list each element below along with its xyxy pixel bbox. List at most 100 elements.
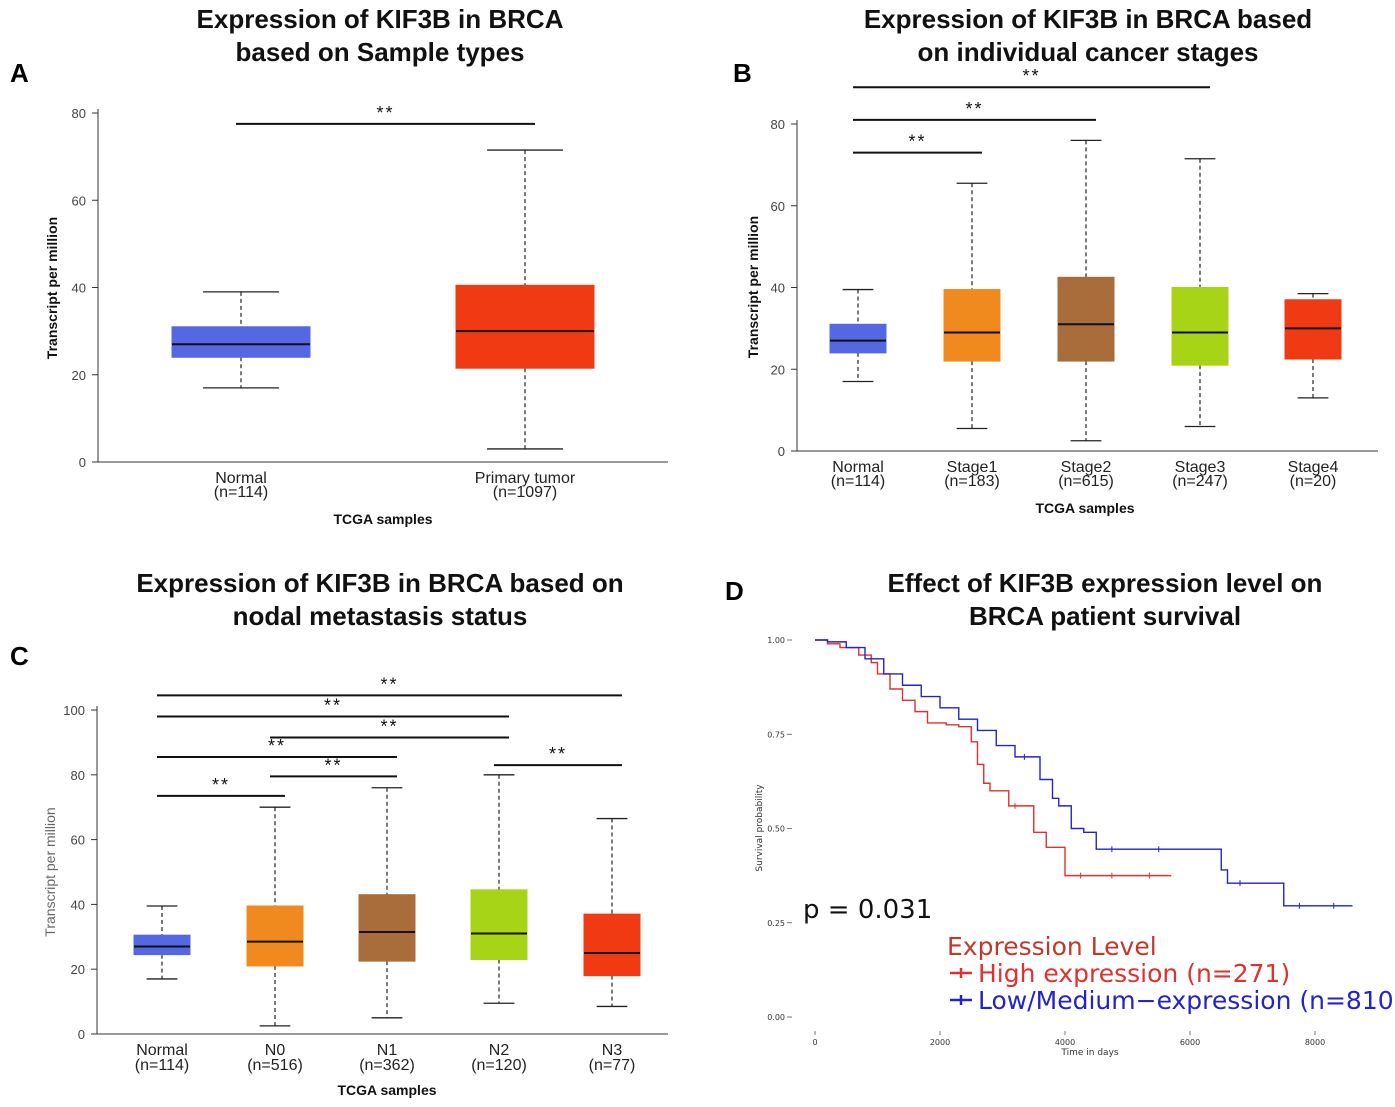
category-n-label: (n=20) — [1290, 473, 1337, 490]
panel-label: C — [10, 641, 29, 671]
y-tick-label: 80 — [72, 106, 86, 121]
significance-stars: ** — [380, 717, 398, 737]
y-tick-label: 1.00 — [767, 636, 785, 645]
y-axis-label: Survival probability — [755, 784, 765, 872]
category-label: Stage3 — [1175, 459, 1226, 476]
category-n-label: (n=516) — [247, 1057, 303, 1074]
box-normal — [133, 934, 191, 956]
box-stage1 — [943, 289, 1001, 362]
x-tick-label: 8000 — [1305, 1038, 1325, 1047]
y-tick-label: 60 — [72, 193, 86, 208]
significance-stars: ** — [1022, 66, 1040, 86]
category-label: N3 — [602, 1042, 623, 1059]
category-label: Stage4 — [1288, 459, 1339, 476]
significance-stars: ** — [965, 99, 983, 119]
y-tick-label: 0.75 — [767, 730, 785, 739]
y-tick-label: 60 — [771, 199, 785, 214]
significance-stars: ** — [549, 744, 567, 764]
legend-item: Low/Medium−expression (n=810) — [978, 986, 1395, 1015]
x-tick-label: 6000 — [1180, 1038, 1200, 1047]
y-tick-label: 40 — [71, 897, 85, 912]
y-tick-label: 80 — [71, 768, 85, 783]
category-n-label: (n=247) — [1172, 473, 1228, 490]
category-label: N0 — [265, 1042, 286, 1059]
chart-title-line: nodal metastasis status — [233, 601, 528, 631]
category-n-label: (n=77) — [589, 1057, 636, 1074]
y-tick-label: 100 — [63, 703, 85, 718]
legend-item: High expression (n=271) — [978, 959, 1290, 988]
y-tick-label: 0 — [778, 444, 785, 459]
chart-title-line: Expression of KIF3B in BRCA based on — [136, 568, 623, 598]
category-n-label: (n=114) — [135, 1057, 189, 1074]
legend-title: Expression Level — [947, 932, 1157, 961]
chart-title-line: Expression of KIF3B in BRCA — [197, 4, 564, 34]
category-label: Stage2 — [1061, 459, 1112, 476]
y-tick-label: 40 — [771, 281, 785, 296]
survival-curve-high — [815, 639, 1172, 877]
y-tick-label: 0.50 — [767, 825, 785, 834]
panel-label: D — [725, 576, 744, 606]
box-n0 — [246, 905, 304, 967]
category-n-label: (n=615) — [1058, 473, 1114, 490]
x-axis-label: TCGA samples — [1035, 500, 1134, 516]
category-n-label: (n=183) — [944, 473, 1000, 490]
y-tick-label: 20 — [71, 962, 85, 977]
survival-curve-low-medium — [815, 639, 1353, 907]
chart-title-line: Expression of KIF3B in BRCA based — [864, 4, 1312, 34]
category-label: N2 — [489, 1042, 510, 1059]
category-n-label: (n=1097) — [493, 484, 558, 501]
x-axis-label: TCGA samples — [333, 511, 432, 527]
significance-stars: ** — [268, 736, 286, 756]
chart-title-line: based on Sample types — [236, 37, 525, 67]
category-label: Normal — [832, 459, 884, 476]
y-tick-label: 40 — [72, 281, 86, 296]
x-tick-label: 4000 — [1055, 1038, 1075, 1047]
y-tick-label: 60 — [71, 833, 85, 848]
y-tick-label: 80 — [771, 117, 785, 132]
panel-label: B — [733, 58, 752, 88]
box-stage3 — [1171, 287, 1229, 366]
significance-stars: ** — [380, 674, 398, 694]
box-stage4 — [1284, 299, 1342, 360]
p-value: p = 0.031 — [803, 895, 932, 925]
y-tick-label: 20 — [72, 368, 86, 383]
x-tick-label: 0 — [812, 1038, 817, 1047]
y-axis-label: Transcript per million — [44, 217, 60, 359]
category-label: Stage1 — [947, 459, 998, 476]
box-n3 — [583, 913, 641, 977]
significance-stars: ** — [324, 695, 342, 715]
chart-title-line: BRCA patient survival — [969, 601, 1241, 631]
significance-stars: ** — [908, 132, 926, 152]
chart-title-line: on individual cancer stages — [918, 37, 1259, 67]
chart-title-line: Effect of KIF3B expression level on — [888, 568, 1323, 598]
category-label: Primary tumor — [475, 470, 576, 487]
x-axis-label: Time in days — [1060, 1048, 1119, 1058]
y-axis-label: Transcript per million — [42, 807, 58, 936]
x-axis-label: TCGA samples — [337, 1082, 436, 1098]
box-n1 — [358, 894, 416, 962]
y-tick-label: 0 — [78, 1027, 85, 1042]
significance-stars: ** — [376, 103, 394, 123]
panel-label: A — [10, 58, 29, 88]
y-tick-label: 0.25 — [767, 919, 785, 928]
box-primary-tumor — [455, 284, 595, 369]
significance-stars: ** — [212, 775, 230, 795]
significance-stars: ** — [324, 755, 342, 775]
y-tick-label: 0.00 — [767, 1013, 785, 1022]
box-stage2 — [1057, 276, 1115, 362]
category-n-label: (n=114) — [214, 484, 268, 501]
x-tick-label: 2000 — [930, 1038, 950, 1047]
box-normal — [171, 326, 311, 358]
category-label: Normal — [136, 1042, 188, 1059]
y-tick-label: 20 — [771, 362, 785, 377]
box-n2 — [470, 889, 528, 960]
category-n-label: (n=362) — [359, 1057, 415, 1074]
category-label: Normal — [215, 470, 267, 487]
category-n-label: (n=114) — [831, 473, 885, 490]
category-n-label: (n=120) — [471, 1057, 527, 1074]
category-label: N1 — [377, 1042, 398, 1059]
box-normal — [829, 323, 887, 354]
y-tick-label: 0 — [79, 455, 86, 470]
y-axis-label: Transcript per million — [745, 216, 761, 358]
